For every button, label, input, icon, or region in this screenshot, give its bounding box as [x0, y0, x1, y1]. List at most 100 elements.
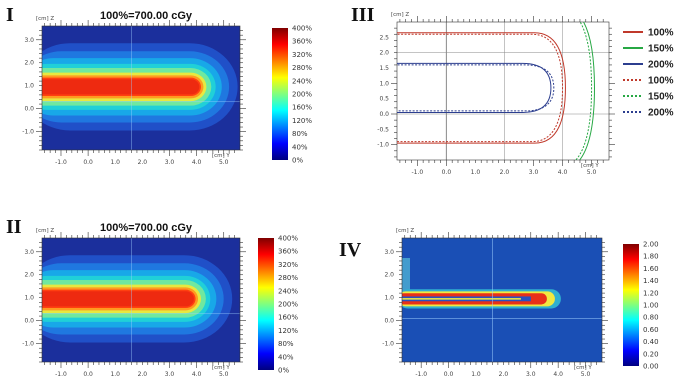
y-tick-label-I: -1.0: [22, 129, 34, 136]
legend-entry-III: 100%: [648, 28, 674, 39]
y-tick-label-II: 0.0: [24, 318, 34, 325]
x-tick-label-IV: 5.0: [581, 371, 591, 378]
colorbar-tick-IV: 0.80: [643, 314, 659, 322]
x-tick-label-I: 5.0: [219, 159, 229, 166]
isodose-series-line: [397, 64, 555, 112]
colorbar-tick-II: 320%: [278, 261, 298, 269]
colorbar-tick-I: 40%: [292, 143, 308, 151]
x-tick-label-III: 1.0: [471, 169, 481, 176]
x-tick-label-IV: 2.0: [499, 371, 509, 378]
y-tick-label-III: 2.0: [379, 50, 389, 57]
legend-entry-III: 100%: [648, 76, 674, 87]
colorbar-tick-II: 360%: [278, 248, 298, 256]
colorbar-tick-I: 240%: [292, 77, 312, 85]
ruler-ticks-I: [36, 20, 246, 156]
panel-IV: IV -1.0 0.0 1.0 2.0 3.0 4.0 5.0 3.0 2.0 1.0 0.0 -1.…: [339, 194, 690, 388]
legend-entry-III: 200%: [648, 60, 674, 71]
ruler-ticks-IV: [396, 232, 608, 368]
x-unit-label-III: [cm] Y: [581, 163, 599, 169]
x-tick-label-I: 3.0: [165, 159, 175, 166]
y-tick-label-III: 2.5: [379, 34, 389, 41]
y-tick-label-II: -1.0: [22, 341, 34, 348]
x-tick-label-II: 5.0: [219, 371, 229, 378]
isodose-chart-III: -1.0 0.0 1.0 2.0 3.0 4.0 5.0 2.5 2.0 1.5 1.0 0.5 0.0…: [377, 12, 674, 176]
x-tick-label-III: 0.0: [442, 169, 452, 176]
x-tick-label-III: 4.0: [558, 169, 568, 176]
colorbar-tick-II: 200%: [278, 301, 298, 309]
x-tick-label-IV: 1.0: [471, 371, 481, 378]
x-tick-label-I: 1.0: [110, 159, 120, 166]
y-unit-label-I: [cm] Z: [36, 16, 54, 22]
y-tick-label-II: 2.0: [24, 272, 34, 279]
y-tick-label-III: 0.0: [379, 111, 389, 118]
colorbar-tick-IV: 1.60: [643, 265, 659, 273]
x-tick-label-II: 1.0: [110, 371, 120, 378]
isodose-series-line: [397, 33, 564, 143]
colorbar-tick-IV: 0.20: [643, 350, 659, 358]
x-tick-label-II: 3.0: [165, 371, 175, 378]
ratio-field-IV: [402, 238, 602, 362]
colorbar-tick-IV: 0.40: [643, 338, 659, 346]
colorbar-tick-II: 280%: [278, 274, 298, 282]
colorbar-tick-II: 40%: [278, 353, 294, 361]
y-tick-label-IV: 1.0: [384, 295, 394, 302]
x-tick-label-IV: 0.0: [444, 371, 454, 378]
y-unit-label-II: [cm] Z: [36, 228, 54, 234]
y-tick-label-I: 1.0: [24, 83, 34, 90]
x-unit-label-IV: [cm] Y: [574, 365, 592, 371]
x-tick-label-II: 4.0: [192, 371, 202, 378]
colorbar-tick-IV: 1.80: [643, 253, 659, 261]
colorbar-tick-I: 360%: [292, 38, 312, 46]
colorbar-tick-I: 160%: [292, 104, 312, 112]
x-tick-label-III: -1.0: [411, 169, 423, 176]
heatmap-II: -1.0 0.0 1.0 2.0 3.0 4.0 5.0 3.0 2.0 1.0 0.0 -1.0 [c…: [22, 228, 298, 378]
legend-entry-III: 200%: [648, 108, 674, 119]
y-tick-label-IV: 3.0: [384, 249, 394, 256]
isodose-series-line: [578, 22, 595, 160]
y-tick-label-III: 1.5: [379, 65, 389, 72]
x-tick-label-IV: 4.0: [553, 371, 563, 378]
y-tick-label-I: 2.0: [24, 60, 34, 67]
y-tick-label-IV: -1.0: [382, 341, 394, 348]
legend-entry-III: 150%: [648, 92, 674, 103]
isodose-series-line: [575, 22, 593, 160]
colorbar-tick-II: 0%: [278, 367, 289, 375]
panel-I: I 100%=700.00 cGy -1.0 0.0 1.0 2.0 3.0 4.0 5.0…: [0, 0, 345, 194]
y-unit-label-IV: [cm] Z: [396, 228, 414, 234]
y-tick-label-IV: 0.0: [384, 318, 394, 325]
colorbar-tick-II: 240%: [278, 287, 298, 295]
colorbar-I: [272, 28, 288, 160]
panel-title-II: 100%=700.00 cGy: [100, 222, 193, 234]
y-tick-label-IV: 2.0: [384, 272, 394, 279]
x-unit-label-II: [cm] Y: [212, 365, 230, 371]
ratio-contour-IV: [402, 298, 521, 300]
x-tick-label-III: 3.0: [529, 169, 539, 176]
colorbar-tick-I: 80%: [292, 130, 308, 138]
panel-label-III: III: [351, 4, 375, 26]
x-tick-label-I: -1.0: [55, 159, 67, 166]
colorbar-tick-II: 80%: [278, 340, 294, 348]
ratio-map-IV: -1.0 0.0 1.0 2.0 3.0 4.0 5.0 3.0 2.0 1.0 0.0 -1.0 [c…: [382, 228, 659, 378]
isodose-series-line: [397, 32, 566, 144]
isodose-lines-III: [397, 22, 595, 160]
x-tick-label-III: 2.0: [500, 169, 510, 176]
plot-frame-II: [41, 237, 241, 363]
dose-field-I: [42, 26, 240, 150]
ruler-ticks-III: [391, 16, 615, 166]
x-tick-label-IV: -1.0: [415, 371, 427, 378]
colorbar-II: [258, 238, 274, 370]
colorbar-IV: [623, 244, 639, 366]
x-tick-label-III: 5.0: [587, 169, 597, 176]
plot-frame-I: [41, 25, 241, 151]
x-tick-label-II: -1.0: [55, 371, 67, 378]
y-tick-label-III: -1.0: [377, 142, 389, 149]
y-tick-label-II: 1.0: [24, 295, 34, 302]
colorbar-tick-IV: 1.40: [643, 277, 659, 285]
dose-field-II: [42, 238, 240, 362]
y-tick-label-III: -0.5: [377, 126, 389, 133]
panel-label-I: I: [6, 4, 14, 26]
colorbar-tick-I: 400%: [292, 25, 312, 33]
colorbar-tick-IV: 2.00: [643, 241, 659, 249]
plot-frame-IV: [401, 237, 603, 363]
ruler-ticks-II: [36, 232, 246, 368]
